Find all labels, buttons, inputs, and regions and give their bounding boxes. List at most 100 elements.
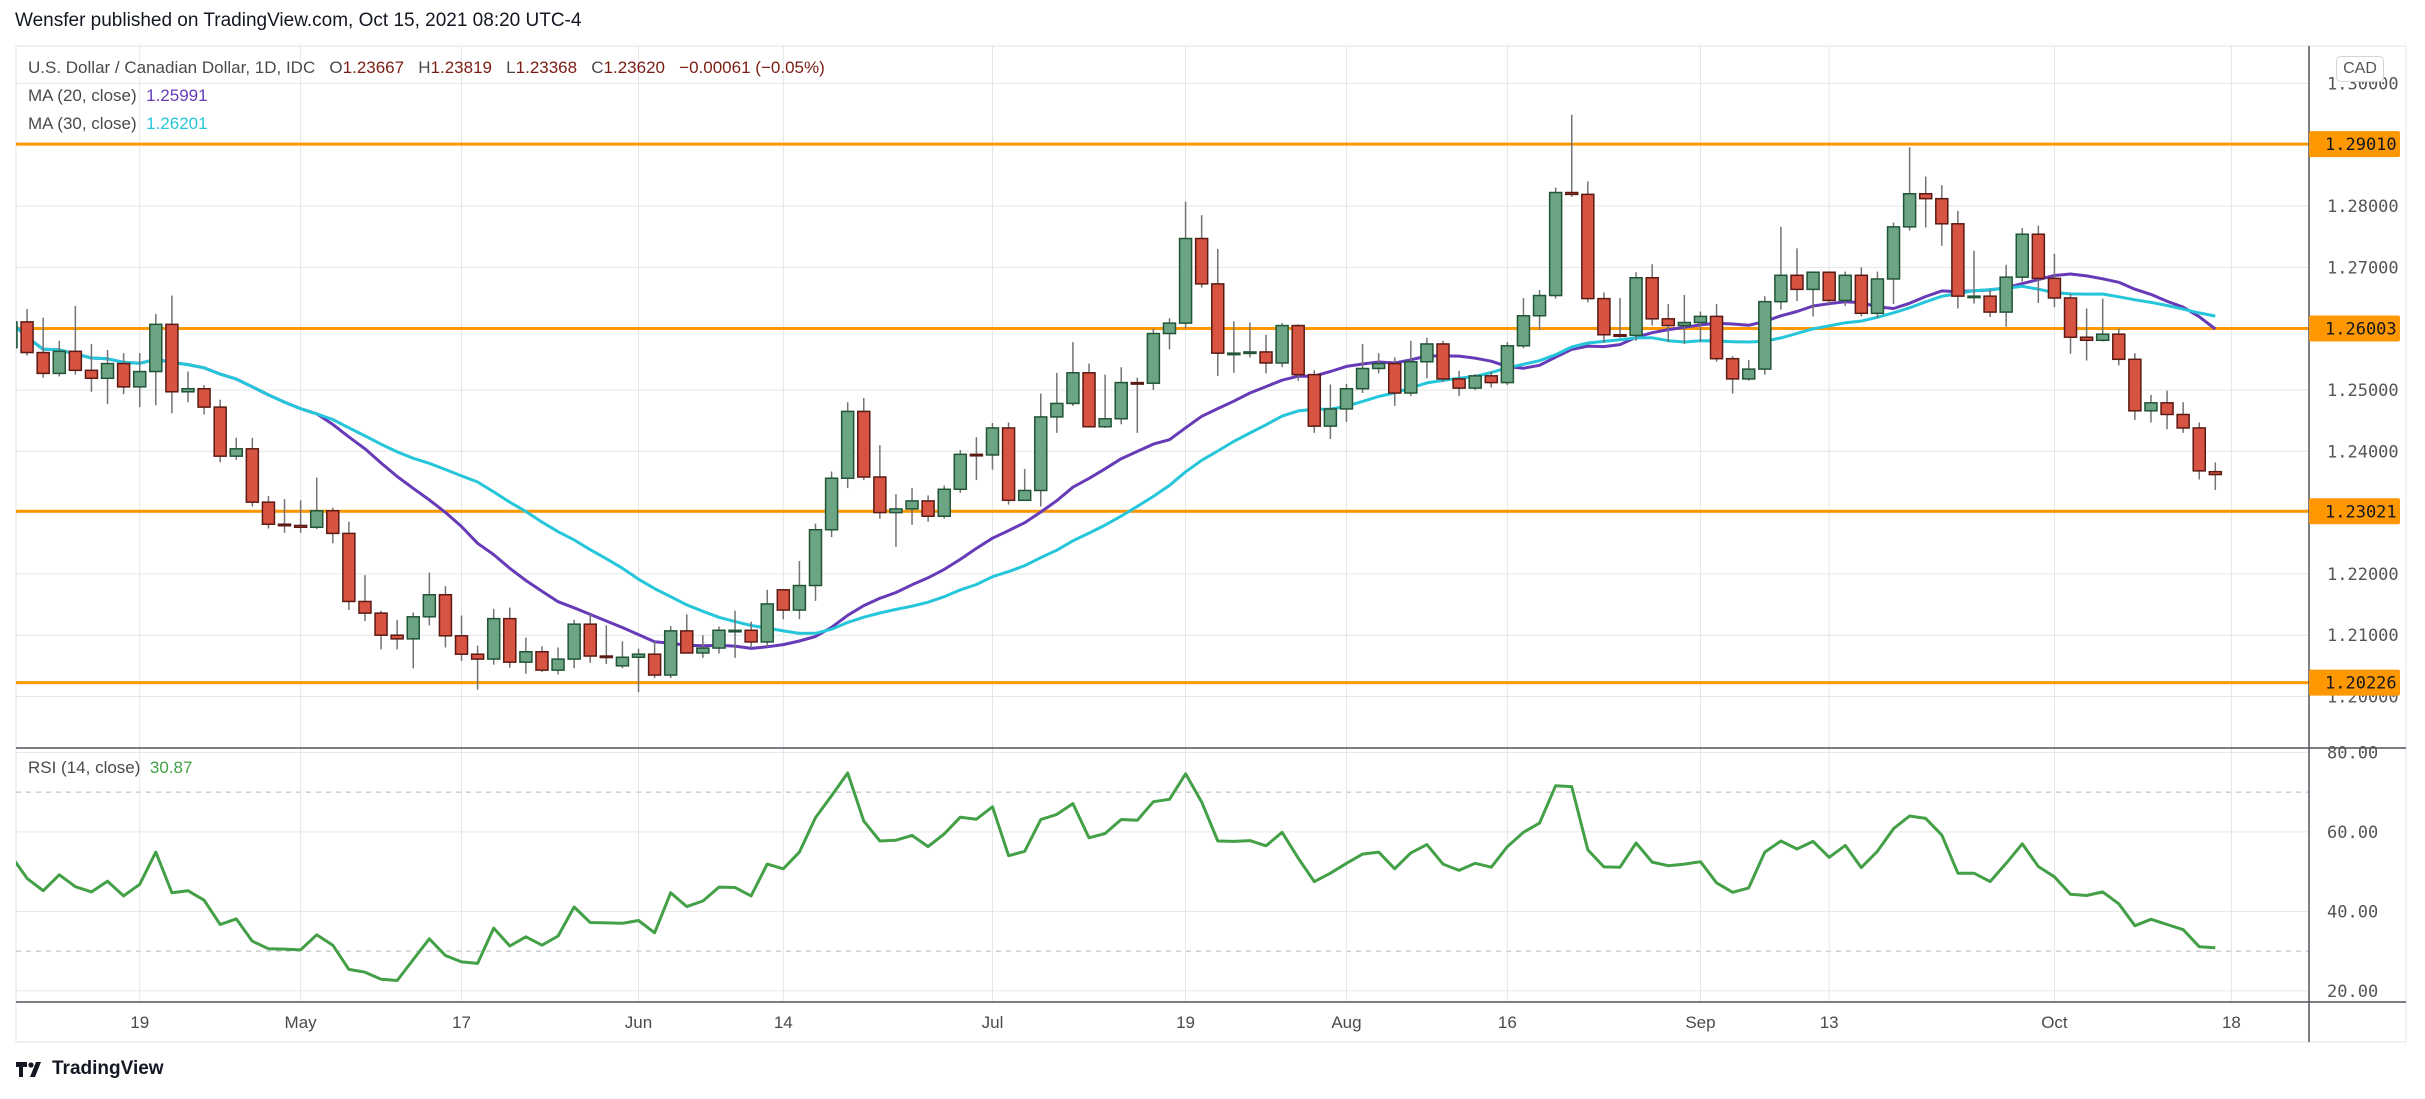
candle[interactable]: [1339, 383, 1354, 422]
candle[interactable]: [535, 646, 549, 672]
candle[interactable]: [486, 608, 501, 665]
candle[interactable]: [374, 610, 388, 650]
candle[interactable]: [921, 495, 935, 522]
candle[interactable]: [245, 437, 260, 507]
candle[interactable]: [2112, 328, 2126, 366]
candle[interactable]: [599, 625, 614, 665]
candle[interactable]: [1355, 343, 1370, 394]
candle[interactable]: [1323, 384, 1338, 439]
candle[interactable]: [1613, 297, 1627, 338]
candle[interactable]: [2192, 422, 2206, 480]
candle[interactable]: [406, 612, 420, 669]
candle[interactable]: [1516, 297, 1531, 349]
ma30-legend[interactable]: MA (30, close) 1.26201: [28, 114, 208, 134]
candle[interactable]: [1162, 318, 1177, 350]
candle[interactable]: [1725, 356, 1740, 394]
candle[interactable]: [792, 561, 807, 620]
candle[interactable]: [696, 635, 710, 658]
candle[interactable]: [1741, 359, 1756, 381]
candle[interactable]: [1500, 342, 1515, 386]
candle[interactable]: [2063, 293, 2078, 354]
candle[interactable]: [52, 340, 67, 377]
candle[interactable]: [744, 621, 758, 649]
candle[interactable]: [1194, 215, 1209, 288]
candle[interactable]: [857, 397, 871, 481]
candle[interactable]: [1548, 187, 1563, 299]
candle[interactable]: [470, 645, 485, 690]
candle[interactable]: [1806, 271, 1820, 317]
level-price-tag[interactable]: [2309, 131, 2400, 158]
candle[interactable]: [631, 648, 646, 693]
candle[interactable]: [2095, 298, 2110, 342]
candle[interactable]: [1967, 250, 1981, 304]
candle[interactable]: [1291, 324, 1305, 381]
candle[interactable]: [1098, 374, 1112, 428]
candle[interactable]: [132, 353, 147, 408]
candle[interactable]: [213, 399, 227, 463]
candle[interactable]: [937, 485, 951, 519]
candle[interactable]: [1001, 422, 1016, 505]
candle[interactable]: [680, 614, 694, 654]
candle[interactable]: [2160, 390, 2174, 430]
candle[interactable]: [1983, 289, 1997, 317]
candle[interactable]: [873, 445, 887, 519]
candle[interactable]: [953, 450, 968, 493]
candle[interactable]: [390, 619, 404, 650]
candle[interactable]: [1790, 248, 1804, 302]
candle[interactable]: [1902, 147, 1917, 231]
candle[interactable]: [1774, 226, 1788, 310]
candle[interactable]: [1050, 372, 1064, 433]
candle[interactable]: [2079, 308, 2094, 361]
candle[interactable]: [1436, 340, 1450, 382]
currency-button[interactable]: CAD: [2336, 56, 2384, 82]
candle[interactable]: [1420, 337, 1434, 379]
candle[interactable]: [358, 575, 372, 622]
candle[interactable]: [1886, 222, 1901, 305]
time-axis[interactable]: 19 May 17 Jun 14 Jul 19 Aug 16 Sep 13 Oct 18: [130, 1013, 2241, 1032]
candle[interactable]: [1999, 264, 2013, 327]
candle[interactable]: [68, 305, 83, 375]
candle[interactable]: [2176, 402, 2190, 433]
candle[interactable]: [1178, 201, 1193, 329]
candle[interactable]: [776, 589, 791, 620]
candle[interactable]: [1854, 267, 1869, 317]
candle[interactable]: [20, 309, 34, 356]
candle[interactable]: [1066, 342, 1080, 406]
candle[interactable]: [985, 423, 1000, 470]
candle[interactable]: [309, 477, 324, 530]
candle[interactable]: [615, 641, 630, 669]
candle[interactable]: [2047, 253, 2062, 308]
candle[interactable]: [1564, 114, 1579, 197]
candle[interactable]: [116, 353, 131, 395]
candle[interactable]: [1645, 264, 1659, 326]
candle[interactable]: [840, 402, 855, 489]
candle[interactable]: [824, 471, 839, 538]
candle[interactable]: [583, 614, 597, 663]
candle[interactable]: [760, 589, 774, 647]
level-price-tag[interactable]: [2309, 315, 2400, 342]
tradingview-logo[interactable]: TradingView: [16, 1058, 164, 1080]
candle[interactable]: [5, 316, 18, 353]
candle[interactable]: [1082, 363, 1096, 428]
candle[interactable]: [1243, 322, 1257, 358]
candle[interactable]: [100, 350, 115, 405]
candle[interactable]: [2144, 394, 2158, 423]
candle[interactable]: [1822, 271, 1836, 305]
candle[interactable]: [1452, 370, 1466, 397]
candle[interactable]: [1838, 271, 1853, 306]
candle[interactable]: [197, 385, 211, 415]
candle[interactable]: [1758, 296, 1772, 375]
candle[interactable]: [84, 343, 99, 392]
candle[interactable]: [519, 637, 533, 674]
candle[interactable]: [326, 507, 340, 544]
symbol-title[interactable]: U.S. Dollar / Canadian Dollar, 1D, IDC: [28, 58, 316, 77]
candle[interactable]: [261, 496, 276, 529]
candle[interactable]: [422, 572, 437, 626]
candle[interactable]: [165, 295, 179, 414]
candle[interactable]: [454, 615, 469, 661]
candle[interactable]: [1709, 304, 1724, 362]
candle[interactable]: [277, 499, 292, 533]
candle[interactable]: [1146, 328, 1161, 390]
candle[interactable]: [1484, 371, 1499, 388]
